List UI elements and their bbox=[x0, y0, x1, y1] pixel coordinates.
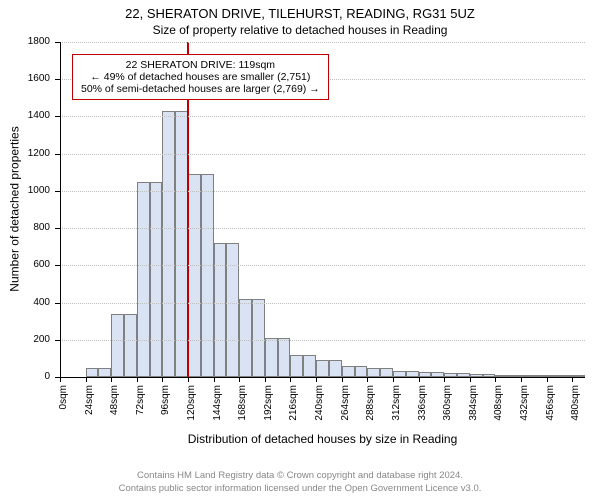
annotation-line1: 22 SHERATON DRIVE: 119sqm bbox=[81, 59, 320, 71]
x-tick-label: 0sqm bbox=[58, 385, 69, 435]
histogram-bar bbox=[316, 360, 329, 377]
y-tick-label: 1600 bbox=[0, 73, 50, 84]
histogram-bar bbox=[150, 182, 163, 377]
annotation-box: 22 SHERATON DRIVE: 119sqm← 49% of detach… bbox=[72, 54, 329, 100]
grid-line bbox=[60, 116, 585, 117]
histogram-bar bbox=[290, 355, 303, 377]
y-tick-label: 1200 bbox=[0, 148, 50, 159]
x-tick-label: 360sqm bbox=[442, 385, 453, 435]
x-tick-label: 216sqm bbox=[288, 385, 299, 435]
y-tick-label: 200 bbox=[0, 334, 50, 345]
x-tick-label: 144sqm bbox=[212, 385, 223, 435]
grid-line bbox=[60, 191, 585, 192]
chart-container: 22, SHERATON DRIVE, TILEHURST, READING, … bbox=[0, 0, 600, 500]
x-tick-label: 288sqm bbox=[365, 385, 376, 435]
x-tick-label: 432sqm bbox=[519, 385, 530, 435]
x-tick-label: 312sqm bbox=[391, 385, 402, 435]
histogram-bar bbox=[265, 338, 278, 377]
y-tick-label: 600 bbox=[0, 259, 50, 270]
grid-line bbox=[60, 340, 585, 341]
annotation-line2: ← 49% of detached houses are smaller (2,… bbox=[81, 71, 320, 83]
histogram-bar bbox=[111, 314, 124, 377]
y-axis-line bbox=[60, 42, 61, 377]
histogram-bar bbox=[98, 368, 111, 377]
x-tick-label: 456sqm bbox=[545, 385, 556, 435]
histogram-bar bbox=[329, 360, 342, 377]
histogram-bar bbox=[355, 366, 368, 377]
y-tick-label: 800 bbox=[0, 222, 50, 233]
x-tick-label: 168sqm bbox=[237, 385, 248, 435]
x-tick-label: 192sqm bbox=[263, 385, 274, 435]
histogram-bar bbox=[214, 243, 227, 377]
x-tick-label: 264sqm bbox=[340, 385, 351, 435]
footer-line2: Contains public sector information licen… bbox=[0, 483, 600, 496]
histogram-bar bbox=[124, 314, 137, 377]
x-tick-label: 48sqm bbox=[109, 385, 120, 435]
x-tick-label: 240sqm bbox=[314, 385, 325, 435]
x-tick-label: 72sqm bbox=[135, 385, 146, 435]
grid-line bbox=[60, 42, 585, 43]
histogram-bar bbox=[342, 366, 355, 377]
histogram-bar bbox=[367, 368, 380, 377]
x-tick-label: 408sqm bbox=[493, 385, 504, 435]
histogram-bar bbox=[252, 299, 265, 377]
histogram-bar bbox=[278, 338, 291, 377]
grid-line bbox=[60, 154, 585, 155]
y-tick-label: 1800 bbox=[0, 36, 50, 47]
chart-title-sub: Size of property relative to detached ho… bbox=[0, 23, 600, 37]
x-tick-label: 384sqm bbox=[468, 385, 479, 435]
y-tick-label: 1400 bbox=[0, 110, 50, 121]
histogram-bar bbox=[86, 368, 99, 377]
histogram-bar bbox=[239, 299, 252, 377]
histogram-bar bbox=[303, 355, 316, 377]
histogram-bar bbox=[201, 174, 214, 377]
histogram-bar bbox=[380, 368, 393, 377]
footer: Contains HM Land Registry data © Crown c… bbox=[0, 470, 600, 496]
x-tick-label: 336sqm bbox=[417, 385, 428, 435]
y-tick-label: 0 bbox=[0, 371, 50, 382]
x-tick-label: 120sqm bbox=[186, 385, 197, 435]
histogram-bar bbox=[162, 111, 175, 377]
y-tick-label: 400 bbox=[0, 297, 50, 308]
chart-title-main: 22, SHERATON DRIVE, TILEHURST, READING, … bbox=[0, 6, 600, 21]
histogram-bar bbox=[188, 174, 201, 377]
grid-line bbox=[60, 303, 585, 304]
histogram-bar bbox=[137, 182, 150, 377]
grid-line bbox=[60, 265, 585, 266]
x-tick-label: 480sqm bbox=[570, 385, 581, 435]
y-axis-title: Number of detached properties bbox=[7, 41, 21, 376]
x-tick-label: 96sqm bbox=[160, 385, 171, 435]
grid-line bbox=[60, 228, 585, 229]
footer-line1: Contains HM Land Registry data © Crown c… bbox=[0, 470, 600, 483]
histogram-bar bbox=[226, 243, 239, 377]
x-tick-label: 24sqm bbox=[84, 385, 95, 435]
y-tick-label: 1000 bbox=[0, 185, 50, 196]
x-axis-line bbox=[60, 377, 585, 378]
annotation-line3: 50% of semi-detached houses are larger (… bbox=[81, 83, 320, 95]
